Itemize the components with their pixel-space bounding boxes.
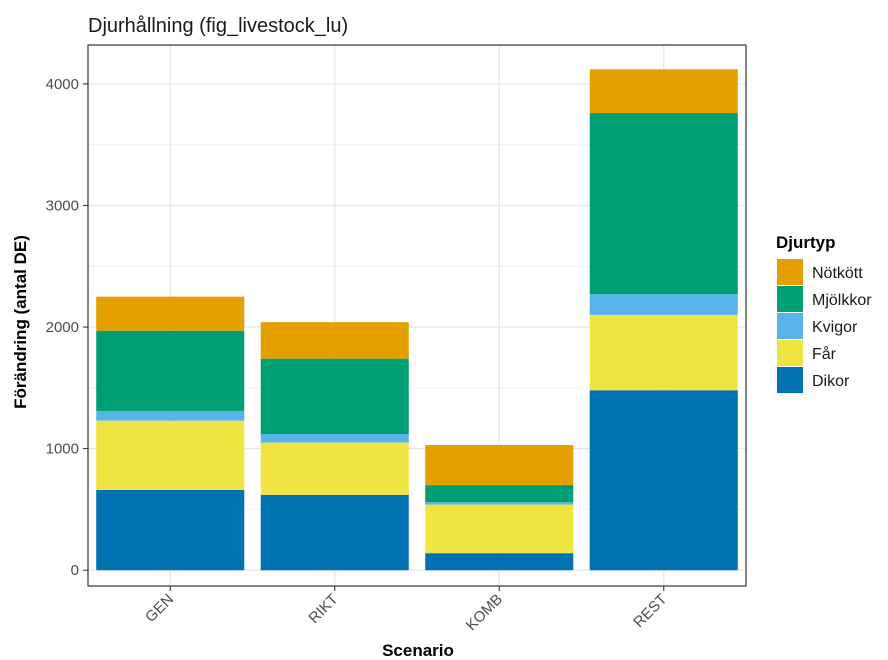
bar-gen-kvigor bbox=[96, 410, 245, 421]
bar-rikt-mjölkkor bbox=[260, 358, 409, 435]
bar-rest-mjölkkor bbox=[589, 113, 738, 295]
x-tick-label: REST bbox=[630, 591, 670, 631]
legend-label-mjölkkor: Mjölkkor bbox=[812, 292, 872, 309]
bar-rest-nötkött bbox=[589, 69, 738, 114]
legend-title: Djurtyp bbox=[776, 233, 836, 252]
y-axis: 0 1000 2000 3000 4000 bbox=[46, 76, 88, 579]
bar-komb-nötkött bbox=[425, 444, 574, 486]
bar-rest-får bbox=[589, 314, 738, 391]
bar-gen-dikor bbox=[96, 489, 245, 571]
bar-komb-mjölkkor bbox=[425, 485, 574, 503]
y-tick-label: 2000 bbox=[46, 319, 79, 336]
legend-key-kvigor bbox=[777, 313, 803, 339]
legend-key-får bbox=[777, 340, 803, 366]
bar-rest-kvigor bbox=[589, 294, 738, 315]
bar-komb-får bbox=[425, 504, 574, 554]
panel-border bbox=[87, 44, 747, 587]
y-axis-title: Förändring (antal DE) bbox=[11, 235, 30, 409]
bar-rikt-nötkött bbox=[260, 322, 409, 359]
legend: Djurtyp Nötkött Mjölkkor Kvigor Får Dikor bbox=[776, 233, 872, 393]
y-tick-label: 3000 bbox=[46, 197, 79, 214]
x-tick-label: RIKT bbox=[305, 591, 341, 627]
chart-title: Djurhållning (fig_livestock_lu) bbox=[88, 15, 348, 37]
plot-panel bbox=[87, 44, 747, 587]
legend-label-får: Får bbox=[812, 345, 837, 363]
bar-rikt-dikor bbox=[260, 494, 409, 571]
bar-komb-kvigor bbox=[425, 502, 574, 505]
bar-rest-dikor bbox=[589, 390, 738, 571]
x-axis-title: Scenario bbox=[382, 641, 454, 660]
x-axis: GEN RIKT KOMB REST bbox=[142, 586, 671, 634]
x-tick-label: KOMB bbox=[463, 591, 506, 634]
legend-label-nötkött: Nötkött bbox=[812, 265, 863, 282]
bar-gen-nötkött bbox=[96, 296, 245, 331]
legend-key-dikor bbox=[777, 367, 803, 393]
bar-rikt-kvigor bbox=[260, 434, 409, 443]
bar-komb-dikor bbox=[425, 553, 574, 571]
legend-label-kvigor: Kvigor bbox=[812, 319, 858, 336]
legend-key-nötkött bbox=[777, 259, 803, 285]
x-tick-label: GEN bbox=[142, 591, 177, 626]
bar-gen-mjölkkor bbox=[96, 330, 245, 411]
y-tick-label: 1000 bbox=[46, 441, 79, 458]
legend-key-mjölkkor bbox=[777, 286, 803, 312]
y-tick-label: 0 bbox=[71, 562, 79, 579]
y-tick-label: 4000 bbox=[46, 76, 79, 93]
legend-label-dikor: Dikor bbox=[812, 373, 850, 390]
bar-rikt-får bbox=[260, 442, 409, 495]
bar-gen-får bbox=[96, 420, 245, 490]
